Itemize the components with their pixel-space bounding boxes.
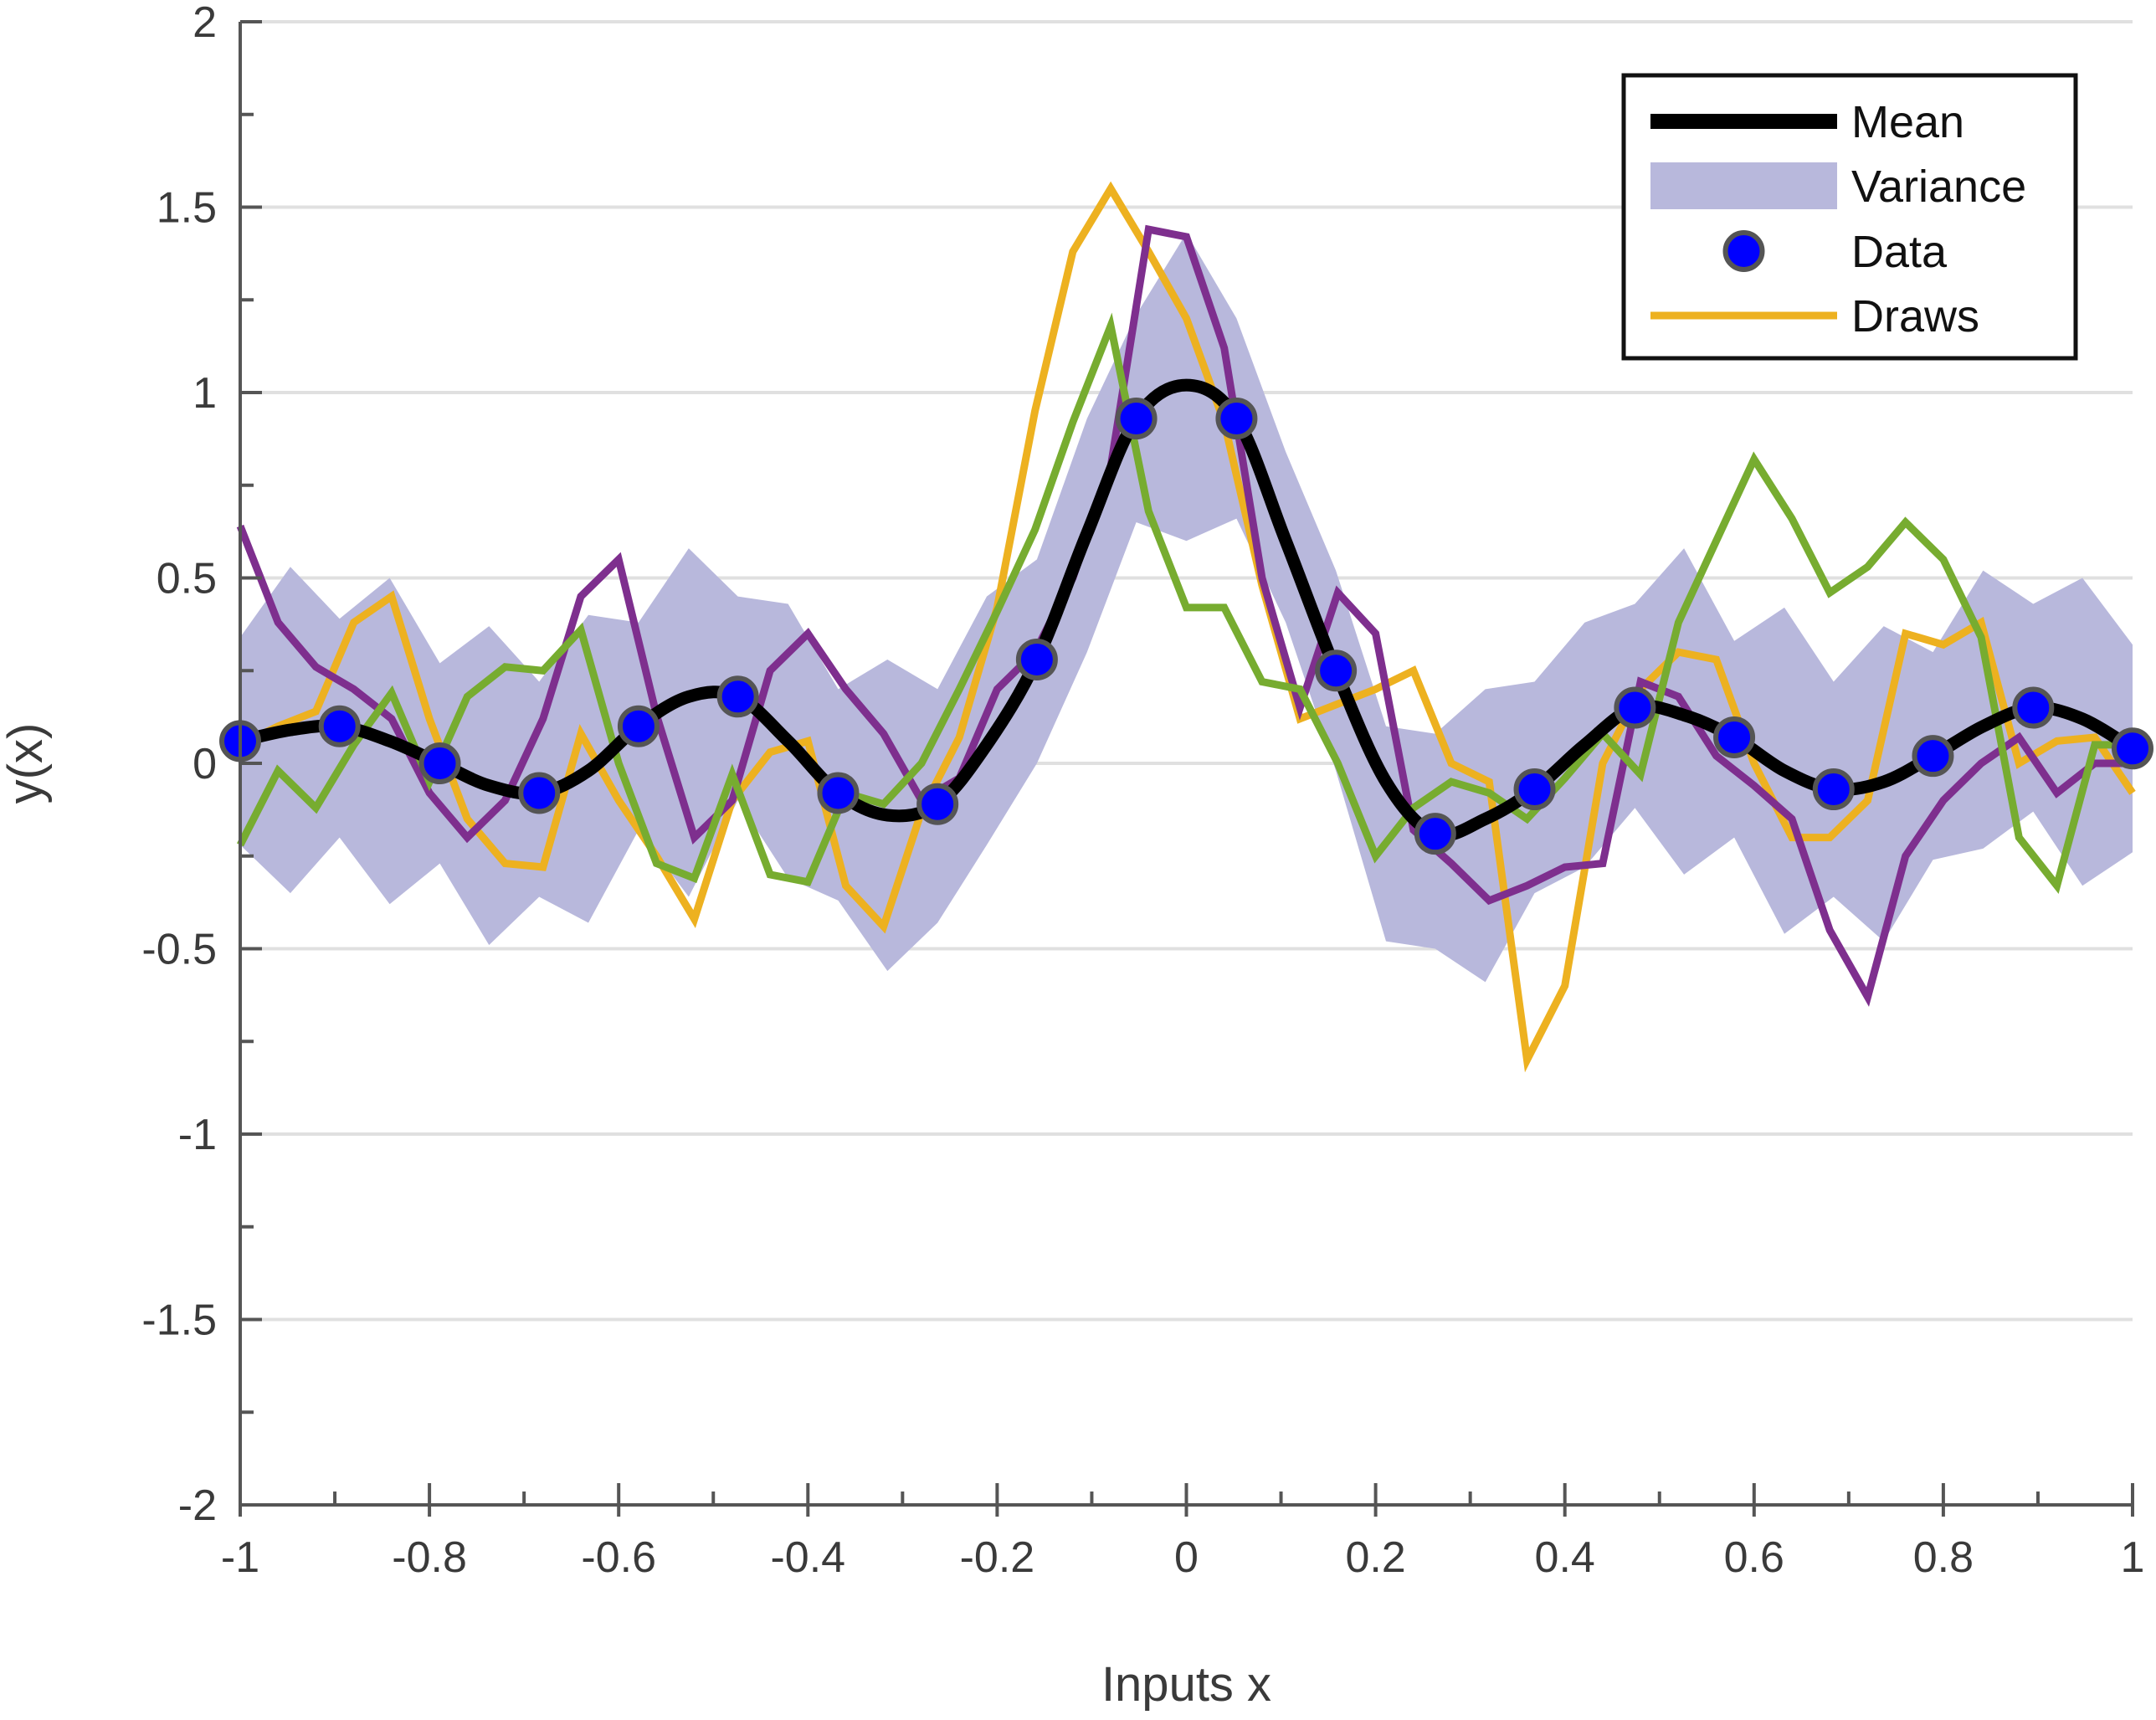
- mean-line: [234, 378, 2139, 842]
- x-tick-label: 0.6: [1724, 1533, 1784, 1582]
- data-point: [716, 675, 759, 718]
- x-tick-label: 0.4: [1535, 1533, 1595, 1582]
- y-tick-label: 2: [192, 0, 217, 47]
- data-point: [2012, 686, 2055, 729]
- y-tick-label: -0.5: [141, 926, 217, 974]
- data-point: [1513, 768, 1556, 811]
- data-point: [2112, 727, 2153, 770]
- legend-label-draws: Draws: [1851, 291, 1979, 341]
- legend-label-data: Data: [1851, 227, 1948, 277]
- y-tick-label: -2: [178, 1481, 217, 1530]
- data-point: [817, 772, 860, 814]
- data-point: [1015, 638, 1058, 680]
- data-point: [1215, 398, 1258, 440]
- variance-area: [240, 233, 2133, 983]
- draw-line-2: [236, 224, 2133, 1007]
- data-point: [418, 742, 461, 784]
- x-tick-label: -1: [221, 1533, 259, 1582]
- legend-variance-swatch: [1650, 162, 1837, 209]
- mean-curve: [234, 378, 2139, 842]
- x-tick-label: -0.2: [960, 1533, 1035, 1582]
- x-axis-label: Inputs x: [1101, 1657, 1271, 1712]
- data-point: [1115, 398, 1158, 440]
- y-tick-label: 0: [192, 740, 217, 788]
- data-point: [617, 705, 660, 747]
- x-tick-label: 0.8: [1913, 1533, 1974, 1582]
- y-tick-label: 1: [192, 369, 217, 418]
- legend-label-variance: Variance: [1851, 162, 2026, 212]
- data-point: [1812, 768, 1855, 811]
- x-tick-label: -0.8: [392, 1533, 467, 1582]
- draw-line-1: [239, 181, 2136, 1073]
- data-point: [1713, 716, 1756, 758]
- data-points: [219, 398, 2153, 855]
- y-tick-label: 1.5: [157, 184, 217, 233]
- x-tick-label: 0: [1174, 1533, 1199, 1582]
- data-point: [1614, 686, 1656, 729]
- draw-lines: [236, 181, 2136, 1073]
- legend-data-swatch: [1722, 230, 1765, 272]
- x-tick-label: 0.2: [1345, 1533, 1405, 1582]
- x-tick-label: -0.4: [770, 1533, 845, 1582]
- legend-label-mean: Mean: [1851, 97, 1964, 147]
- axes: -2 -1.5 -1 -0.5 0 0.5 1 1.5 2 -1 -0.8 -0.6 -0.4 -0.2 0…: [141, 0, 2144, 1582]
- legend: Mean Variance Data Draws: [1621, 73, 2078, 361]
- data-point: [318, 705, 361, 747]
- data-point: [916, 783, 959, 825]
- data-point: [1414, 813, 1456, 855]
- y-tick-label: 0.5: [157, 555, 217, 603]
- data-point: [1912, 735, 1954, 778]
- y-tick-label: -1.5: [141, 1296, 217, 1345]
- data-point: [518, 772, 561, 814]
- y-tick-label: -1: [178, 1111, 217, 1159]
- data-point: [1315, 649, 1358, 692]
- x-tick-label: -0.6: [581, 1533, 656, 1582]
- variance-band: [240, 233, 2133, 983]
- y-axis-label: y(x): [0, 723, 53, 804]
- x-tick-label: 1: [2121, 1533, 2145, 1582]
- draw-line-3: [236, 312, 2133, 895]
